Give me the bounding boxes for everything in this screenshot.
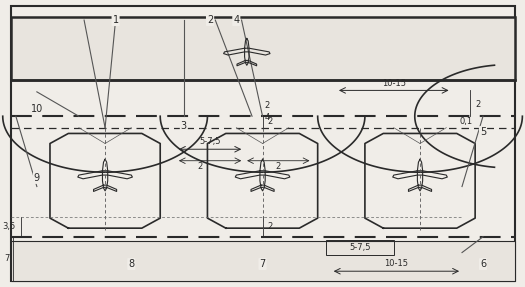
- Text: 7: 7: [4, 254, 9, 263]
- Text: 3: 3: [181, 121, 187, 131]
- Text: 2: 2: [268, 222, 273, 231]
- Text: 2: 2: [197, 162, 202, 171]
- Text: 4: 4: [264, 113, 269, 122]
- Text: 5-7,5: 5-7,5: [349, 243, 371, 252]
- Text: 2: 2: [276, 162, 281, 171]
- Text: 2: 2: [475, 100, 480, 109]
- Bar: [10, 17, 514, 80]
- Text: 1: 1: [112, 15, 119, 25]
- Text: 7: 7: [259, 259, 266, 269]
- Text: 0,1: 0,1: [459, 117, 472, 127]
- Text: 5-7,5: 5-7,5: [200, 137, 221, 146]
- Text: 2: 2: [264, 102, 269, 110]
- Text: 10-15: 10-15: [382, 79, 406, 88]
- Text: 2: 2: [268, 117, 273, 127]
- Text: 4: 4: [233, 15, 239, 25]
- Text: 2: 2: [207, 15, 213, 25]
- Text: 9: 9: [34, 173, 40, 183]
- Text: 6: 6: [480, 259, 486, 269]
- Bar: [10, 241, 514, 281]
- Text: 3,5: 3,5: [2, 222, 15, 231]
- Text: 10: 10: [31, 104, 43, 114]
- Text: 5: 5: [480, 127, 486, 137]
- Text: 10-15: 10-15: [384, 259, 408, 268]
- Text: 8: 8: [128, 259, 134, 269]
